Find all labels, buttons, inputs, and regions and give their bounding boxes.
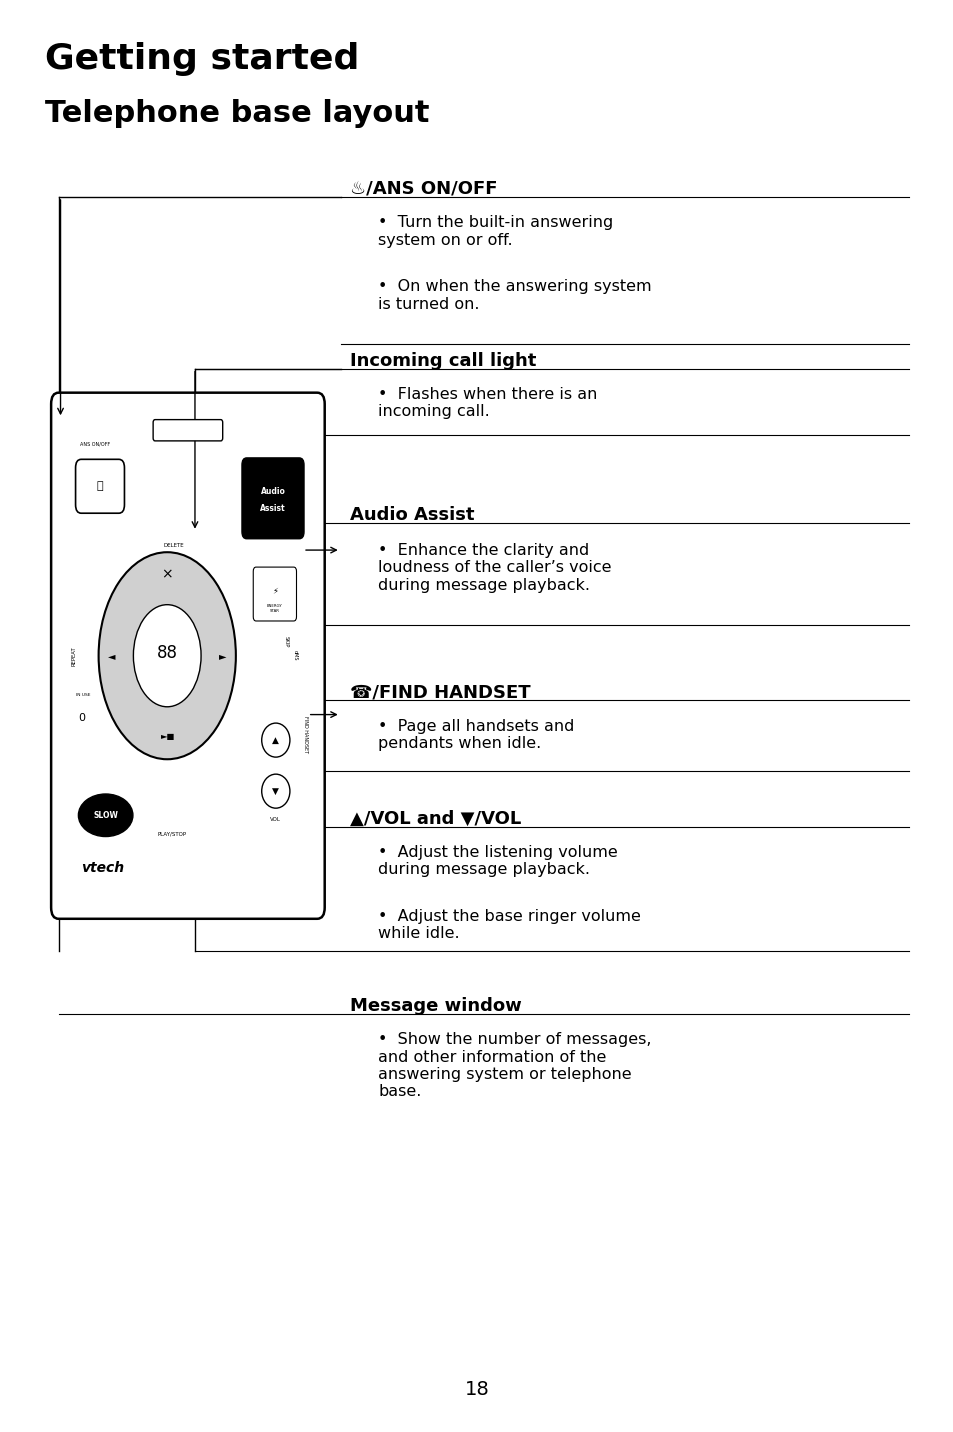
Ellipse shape	[261, 723, 290, 758]
Text: dMS: dMS	[293, 650, 297, 662]
Text: ♨/ANS ON/OFF: ♨/ANS ON/OFF	[350, 180, 497, 198]
Circle shape	[133, 604, 201, 707]
Text: Telephone base layout: Telephone base layout	[45, 99, 429, 127]
Text: 0: 0	[78, 713, 86, 723]
Text: ANS ON/OFF: ANS ON/OFF	[80, 441, 111, 447]
Text: ▲/VOL and ▼/VOL: ▲/VOL and ▼/VOL	[350, 809, 520, 828]
FancyBboxPatch shape	[253, 567, 296, 621]
Text: •  Flashes when there is an
incoming call.: • Flashes when there is an incoming call…	[378, 387, 597, 420]
Text: DELETE: DELETE	[163, 543, 184, 548]
Text: ⚡: ⚡	[272, 587, 277, 596]
FancyBboxPatch shape	[242, 458, 304, 538]
FancyBboxPatch shape	[153, 420, 222, 441]
Text: SKIP: SKIP	[283, 636, 289, 647]
Text: Assist: Assist	[260, 504, 286, 513]
Text: SLOW: SLOW	[93, 811, 118, 819]
Text: •  Enhance the clarity and
loudness of the caller’s voice
during message playbac: • Enhance the clarity and loudness of th…	[378, 543, 611, 593]
Text: 18: 18	[464, 1380, 489, 1399]
Text: IN USE: IN USE	[75, 693, 90, 697]
Circle shape	[98, 553, 235, 759]
Text: ▼: ▼	[273, 786, 279, 796]
Text: 88: 88	[156, 644, 177, 662]
Text: ENERGY
STAR: ENERGY STAR	[267, 604, 282, 613]
Text: ×: ×	[161, 569, 172, 581]
Text: ⏻: ⏻	[96, 481, 103, 491]
Text: ☎/FIND HANDSET: ☎/FIND HANDSET	[350, 683, 530, 702]
Text: Audio Assist: Audio Assist	[350, 505, 474, 524]
FancyBboxPatch shape	[75, 460, 124, 513]
Text: vtech: vtech	[81, 861, 124, 875]
Ellipse shape	[78, 793, 132, 836]
FancyBboxPatch shape	[51, 392, 324, 919]
Text: ▲: ▲	[273, 736, 279, 745]
Text: ►: ►	[219, 650, 226, 660]
Text: ►■: ►■	[161, 732, 175, 742]
Text: Message window: Message window	[350, 997, 521, 1015]
Ellipse shape	[261, 775, 290, 808]
Text: Audio: Audio	[260, 487, 285, 495]
Text: PLAY/STOP: PLAY/STOP	[157, 831, 186, 836]
Text: VOL: VOL	[270, 818, 281, 822]
Text: Getting started: Getting started	[45, 43, 358, 76]
Text: •  Show the number of messages,
and other information of the
answering system or: • Show the number of messages, and other…	[378, 1032, 651, 1100]
Text: FIND HANDSET: FIND HANDSET	[303, 716, 308, 753]
Text: •  On when the answering system
is turned on.: • On when the answering system is turned…	[378, 279, 651, 312]
Text: •  Page all handsets and
pendants when idle.: • Page all handsets and pendants when id…	[378, 719, 574, 752]
Text: •  Turn the built-in answering
system on or off.: • Turn the built-in answering system on …	[378, 215, 613, 248]
Text: Incoming call light: Incoming call light	[350, 351, 536, 369]
Text: ◄: ◄	[108, 650, 115, 660]
Text: •  Adjust the listening volume
during message playback.: • Adjust the listening volume during mes…	[378, 845, 618, 878]
Text: •  Adjust the base ringer volume
while idle.: • Adjust the base ringer volume while id…	[378, 909, 640, 941]
Text: REPEAT: REPEAT	[71, 646, 76, 666]
